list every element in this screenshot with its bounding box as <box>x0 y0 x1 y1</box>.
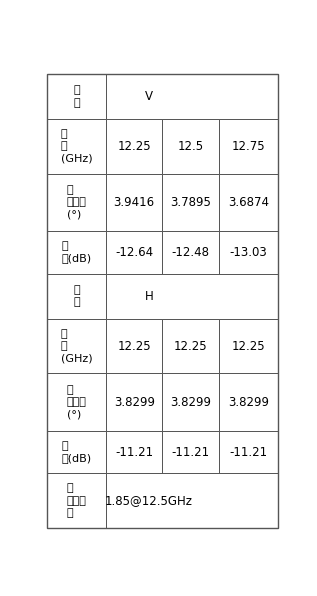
Text: 12.25: 12.25 <box>117 340 151 353</box>
Text: 3.8299: 3.8299 <box>170 396 211 409</box>
Bar <box>47 431 106 473</box>
Text: 3.6874: 3.6874 <box>228 196 269 209</box>
Text: V: V <box>145 90 153 103</box>
Bar <box>47 119 106 173</box>
Bar <box>47 74 106 119</box>
Text: -13.03: -13.03 <box>230 246 267 259</box>
Text: -12.48: -12.48 <box>172 246 210 259</box>
Bar <box>162 319 219 374</box>
Text: 旁
瓣(dB): 旁 瓣(dB) <box>61 241 92 263</box>
Bar <box>162 374 219 431</box>
Bar <box>106 274 278 319</box>
Bar <box>47 374 106 431</box>
Bar <box>162 231 219 274</box>
Text: 12.25: 12.25 <box>174 340 208 353</box>
Bar <box>47 231 106 274</box>
Text: H: H <box>145 290 153 303</box>
Text: 频
率
(GHz): 频 率 (GHz) <box>61 129 92 164</box>
Bar <box>47 274 106 319</box>
Bar <box>162 173 219 231</box>
Bar <box>47 473 106 528</box>
Text: -11.21: -11.21 <box>172 446 210 458</box>
Bar <box>106 231 162 274</box>
Bar <box>162 119 219 173</box>
Bar <box>219 431 278 473</box>
Text: 3.8299: 3.8299 <box>228 396 269 409</box>
Bar <box>162 431 219 473</box>
Text: 极
化: 极 化 <box>73 85 80 107</box>
Text: 3.8299: 3.8299 <box>114 396 155 409</box>
Bar <box>47 173 106 231</box>
Text: 极
化: 极 化 <box>73 285 80 308</box>
Bar <box>106 74 278 119</box>
Text: 3.7895: 3.7895 <box>170 196 211 209</box>
Text: 频
率
(GHz): 频 率 (GHz) <box>61 328 92 364</box>
Text: 半
功率角
(°): 半 功率角 (°) <box>67 185 86 220</box>
Text: 电
压驻波
比: 电 压驻波 比 <box>67 483 86 518</box>
Text: 12.25: 12.25 <box>232 340 265 353</box>
Text: 1.85@12.5GHz: 1.85@12.5GHz <box>105 494 193 507</box>
Bar <box>219 319 278 374</box>
Bar <box>106 119 162 173</box>
Bar <box>219 119 278 173</box>
Text: 3.9416: 3.9416 <box>113 196 155 209</box>
Bar <box>219 374 278 431</box>
Bar <box>219 173 278 231</box>
Bar <box>106 319 162 374</box>
Bar <box>106 473 278 528</box>
Text: 12.5: 12.5 <box>178 140 204 153</box>
Text: -12.64: -12.64 <box>115 246 153 259</box>
Text: -11.21: -11.21 <box>115 446 153 458</box>
Text: 12.75: 12.75 <box>232 140 265 153</box>
Text: 12.25: 12.25 <box>117 140 151 153</box>
Bar <box>106 374 162 431</box>
Text: 半
功率角
(°): 半 功率角 (°) <box>67 384 86 420</box>
Text: 旁
瓣(dB): 旁 瓣(dB) <box>61 441 92 463</box>
Bar <box>47 319 106 374</box>
Bar <box>106 431 162 473</box>
Text: -11.21: -11.21 <box>230 446 268 458</box>
Bar <box>106 173 162 231</box>
Bar <box>219 231 278 274</box>
